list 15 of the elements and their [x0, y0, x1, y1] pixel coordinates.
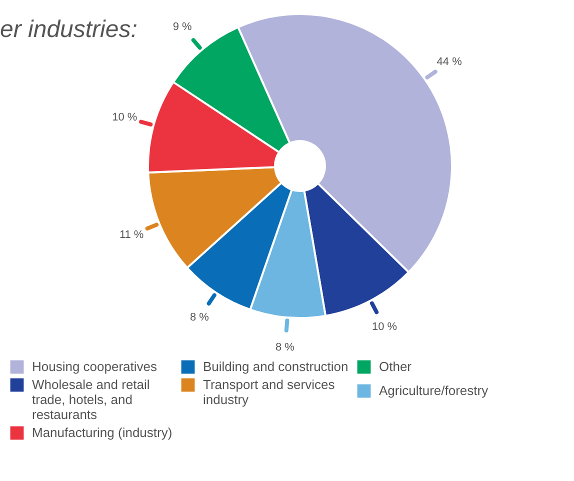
legend-label: Transport and services industry: [203, 377, 336, 407]
legend-label: Manufacturing (industry): [32, 425, 172, 440]
chart-title: er industries:: [0, 16, 138, 43]
data-label: 8 %: [190, 312, 210, 324]
legend-label: Housing cooperatives: [32, 359, 158, 374]
data-label: 11 %: [119, 228, 144, 241]
data-label: 10 %: [112, 111, 138, 124]
data-label: 8 %: [275, 341, 295, 354]
legend-label: Other: [379, 359, 412, 374]
data-label: 9 %: [172, 21, 192, 34]
legend-label: Building and construction: [203, 359, 348, 374]
data-label: 44 %: [436, 56, 462, 68]
legend-label: Agriculture/forestry: [379, 383, 489, 398]
data-label: 10 %: [372, 321, 398, 334]
legend-label: Wholesale and retail trade, hotels, and restaurants: [32, 377, 150, 422]
